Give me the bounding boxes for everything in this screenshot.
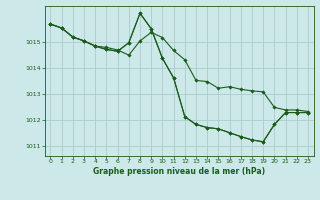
- X-axis label: Graphe pression niveau de la mer (hPa): Graphe pression niveau de la mer (hPa): [93, 167, 265, 176]
